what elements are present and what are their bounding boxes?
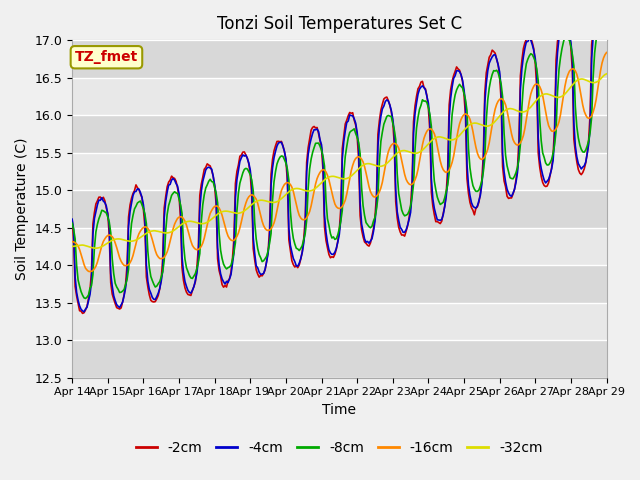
Bar	[72, 302, 607, 340]
X-axis label: Time: Time	[323, 403, 356, 417]
Text: TZ_fmet: TZ_fmet	[75, 50, 138, 64]
Bar	[72, 153, 607, 190]
Bar	[72, 228, 607, 265]
Bar	[72, 78, 607, 115]
Title: Tonzi Soil Temperatures Set C: Tonzi Soil Temperatures Set C	[217, 15, 462, 33]
Legend: -2cm, -4cm, -8cm, -16cm, -32cm: -2cm, -4cm, -8cm, -16cm, -32cm	[131, 435, 548, 460]
Bar	[72, 115, 607, 153]
Bar	[72, 340, 607, 377]
Bar	[72, 40, 607, 78]
Bar	[72, 190, 607, 228]
Y-axis label: Soil Temperature (C): Soil Temperature (C)	[15, 138, 29, 280]
Bar	[72, 265, 607, 302]
